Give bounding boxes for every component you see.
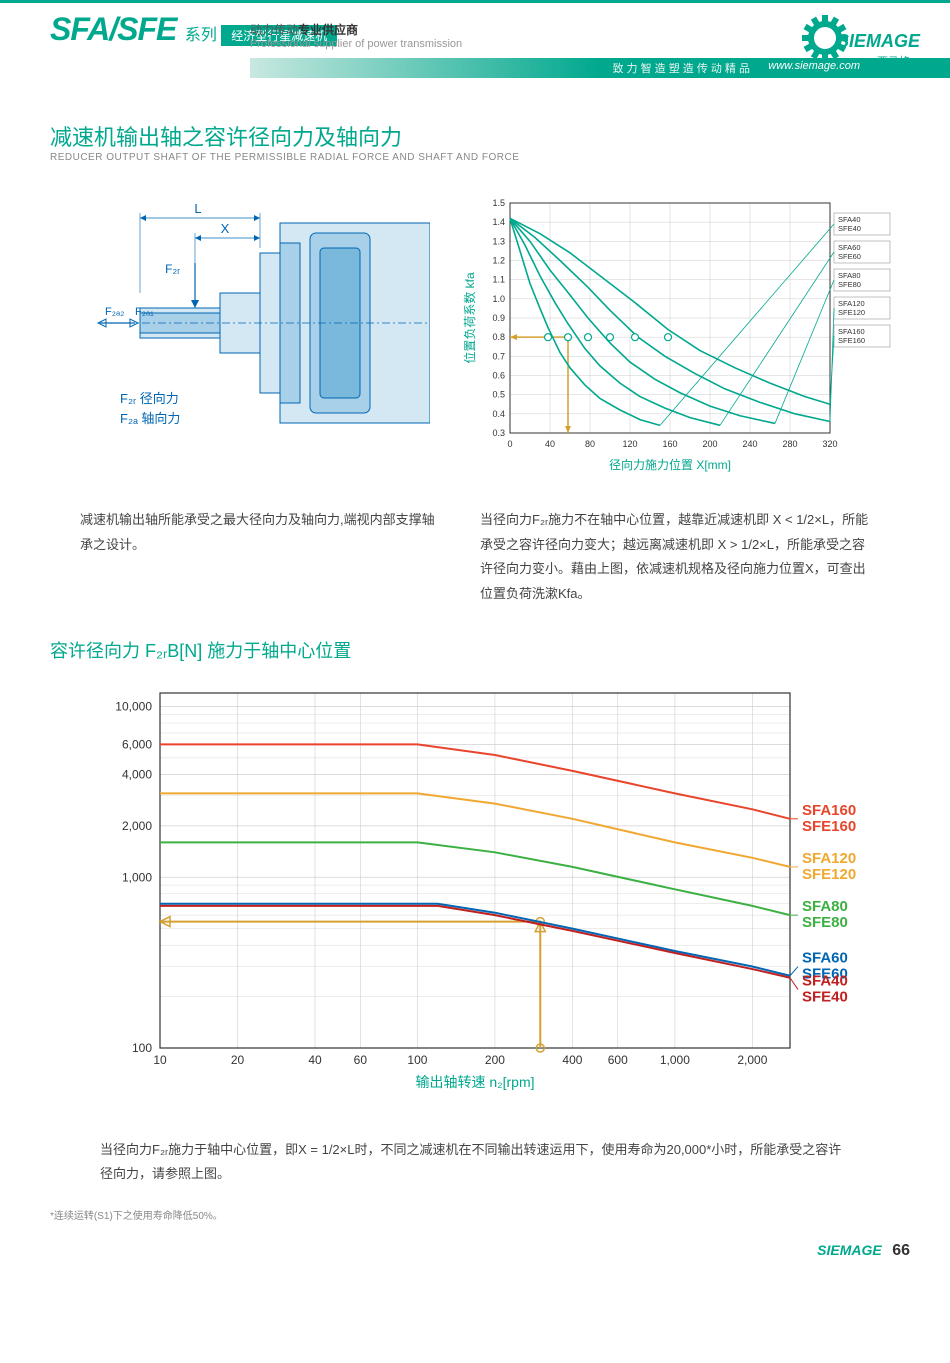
svg-text:2,000: 2,000 bbox=[737, 1053, 767, 1067]
svg-text:位置负荷系数 kfa: 位置负荷系数 kfa bbox=[462, 272, 477, 364]
svg-text:1.3: 1.3 bbox=[492, 236, 505, 246]
svg-text:0.7: 0.7 bbox=[492, 351, 505, 361]
svg-text:SFE160: SFE160 bbox=[838, 336, 865, 345]
svg-text:4,000: 4,000 bbox=[122, 767, 152, 781]
svg-text:SFA80: SFA80 bbox=[838, 271, 861, 280]
svg-text:120: 120 bbox=[622, 439, 637, 449]
svg-text:L: L bbox=[194, 201, 201, 216]
svg-text:X: X bbox=[221, 221, 230, 236]
svg-text:80: 80 bbox=[585, 439, 595, 449]
svg-text:SFE120: SFE120 bbox=[802, 866, 856, 883]
svg-text:10: 10 bbox=[153, 1053, 167, 1067]
svg-text:SFA120: SFA120 bbox=[838, 299, 865, 308]
svg-text:100: 100 bbox=[407, 1053, 427, 1067]
svg-text:1,000: 1,000 bbox=[660, 1053, 690, 1067]
svg-text:SFE40: SFE40 bbox=[802, 988, 848, 1005]
svg-text:SFE40: SFE40 bbox=[838, 224, 861, 233]
chart2-radial-force: 10 20 40 60 100 200 400 600 1,000 2,000 100 1,000 2,… bbox=[50, 673, 900, 1098]
svg-text:SFA40: SFA40 bbox=[802, 972, 848, 989]
header-title: SFA/SFE bbox=[50, 11, 176, 48]
svg-text:1.2: 1.2 bbox=[492, 256, 505, 266]
svg-text:0.8: 0.8 bbox=[492, 332, 505, 342]
section1-title: 减速机输出轴之容许径向力及轴向力 REDUCER OUTPUT SHAFT OF… bbox=[50, 120, 950, 163]
svg-text:0: 0 bbox=[507, 439, 512, 449]
svg-text:SFE80: SFE80 bbox=[838, 280, 861, 289]
svg-text:320: 320 bbox=[822, 439, 837, 449]
svg-text:200: 200 bbox=[485, 1053, 505, 1067]
svg-text:径向力施力位置 X[mm]: 径向力施力位置 X[mm] bbox=[609, 457, 731, 472]
svg-text:SFE80: SFE80 bbox=[802, 914, 848, 931]
chart1-svg: 0 40 80 120 160 200 240 280 320 0.3 0.4 0.5 0.6 0.7 0.… bbox=[460, 193, 900, 473]
svg-text:SFA60: SFA60 bbox=[802, 949, 848, 966]
svg-text:SFA120: SFA120 bbox=[802, 850, 856, 867]
svg-text:400: 400 bbox=[562, 1053, 582, 1067]
svg-text:6,000: 6,000 bbox=[122, 737, 152, 751]
svg-text:SFA40: SFA40 bbox=[838, 215, 861, 224]
svg-text:1,000: 1,000 bbox=[122, 870, 152, 884]
svg-text:SFA80: SFA80 bbox=[802, 898, 848, 915]
svg-text:20: 20 bbox=[231, 1053, 245, 1067]
header-series: 系列 bbox=[185, 27, 217, 44]
svg-text:1.4: 1.4 bbox=[492, 217, 505, 227]
description-right: 当径向力F₂ᵣ施力不在轴中心位置，越靠近减速机即 X < 1/2×L，所能承受之… bbox=[480, 508, 870, 607]
small-note: *连续运转(S1)下之使用寿命降低50%。 bbox=[50, 1207, 950, 1222]
svg-text:F₂ₐ 轴向力: F₂ₐ 轴向力 bbox=[120, 411, 180, 426]
svg-text:60: 60 bbox=[354, 1053, 368, 1067]
svg-text:F₂ᵣ 径向力: F₂ᵣ 径向力 bbox=[120, 391, 179, 406]
page-header: SFA/SFE 系列 经济型行星减速机 动力传动专业供应商 Profession… bbox=[0, 0, 950, 80]
svg-text:240: 240 bbox=[742, 439, 757, 449]
svg-text:F₂ₐ₂: F₂ₐ₂ bbox=[105, 306, 124, 318]
svg-text:200: 200 bbox=[702, 439, 717, 449]
svg-text:0.9: 0.9 bbox=[492, 313, 505, 323]
svg-text:2,000: 2,000 bbox=[122, 819, 152, 833]
description-left: 减速机输出轴所能承受之最大径向力及轴向力,端视内部支撑轴承之设计。 bbox=[80, 508, 440, 607]
svg-text:1.5: 1.5 bbox=[492, 198, 505, 208]
svg-text:0.6: 0.6 bbox=[492, 371, 505, 381]
svg-text:F₂ₐ₁: F₂ₐ₁ bbox=[135, 306, 154, 318]
chart2-svg: 10 20 40 60 100 200 400 600 1,000 2,000 100 1,000 2,… bbox=[50, 673, 900, 1093]
section2-title: 容许径向力 F₂ᵣB[N] 施力于轴中心位置 bbox=[50, 637, 950, 663]
svg-text:输出轴转速 n₂[rpm]: 输出轴转速 n₂[rpm] bbox=[416, 1074, 535, 1090]
svg-text:F₂ᵣ: F₂ᵣ bbox=[165, 262, 180, 276]
svg-text:600: 600 bbox=[608, 1053, 628, 1067]
svg-text:0.5: 0.5 bbox=[492, 390, 505, 400]
svg-text:0.4: 0.4 bbox=[492, 409, 505, 419]
svg-text:SFE60: SFE60 bbox=[838, 252, 861, 261]
svg-text:SFE160: SFE160 bbox=[802, 818, 856, 835]
page-footer: SIEMAGE 66 bbox=[0, 1222, 950, 1280]
chart1-position-load-factor: 0 40 80 120 160 200 240 280 320 0.3 0.4 0.5 0.6 0.7 0.… bbox=[460, 193, 900, 478]
shaft-diagram: L X F₂ᵣ F₂ₐ₂ F₂ₐ₁ F₂ᵣ 径向力 F₂ₐ 轴向力 bbox=[50, 193, 430, 453]
svg-text:160: 160 bbox=[662, 439, 677, 449]
svg-text:40: 40 bbox=[308, 1053, 322, 1067]
svg-text:10,000: 10,000 bbox=[115, 699, 152, 713]
svg-text:SFE120: SFE120 bbox=[838, 308, 865, 317]
svg-text:40: 40 bbox=[545, 439, 555, 449]
header-tagline: 动力传动专业供应商 Professional supplier of power… bbox=[250, 21, 462, 50]
description-row: 减速机输出轴所能承受之最大径向力及轴向力,端视内部支撑轴承之设计。 当径向力F₂… bbox=[80, 508, 870, 607]
svg-text:1.0: 1.0 bbox=[492, 294, 505, 304]
svg-text:280: 280 bbox=[782, 439, 797, 449]
footnote: 当径向力F₂ᵣ施力于轴中心位置，即X = 1/2×L时，不同之减速机在不同输出转… bbox=[100, 1138, 850, 1187]
svg-text:SFA160: SFA160 bbox=[838, 327, 865, 336]
svg-text:100: 100 bbox=[132, 1041, 152, 1055]
svg-text:SFA160: SFA160 bbox=[802, 802, 856, 819]
svg-text:0.3: 0.3 bbox=[492, 428, 505, 438]
svg-text:1.1: 1.1 bbox=[492, 275, 505, 285]
svg-text:SFA60: SFA60 bbox=[838, 243, 861, 252]
shaft-diagram-svg: L X F₂ᵣ F₂ₐ₂ F₂ₐ₁ F₂ᵣ 径向力 F₂ₐ 轴向力 bbox=[50, 193, 430, 453]
